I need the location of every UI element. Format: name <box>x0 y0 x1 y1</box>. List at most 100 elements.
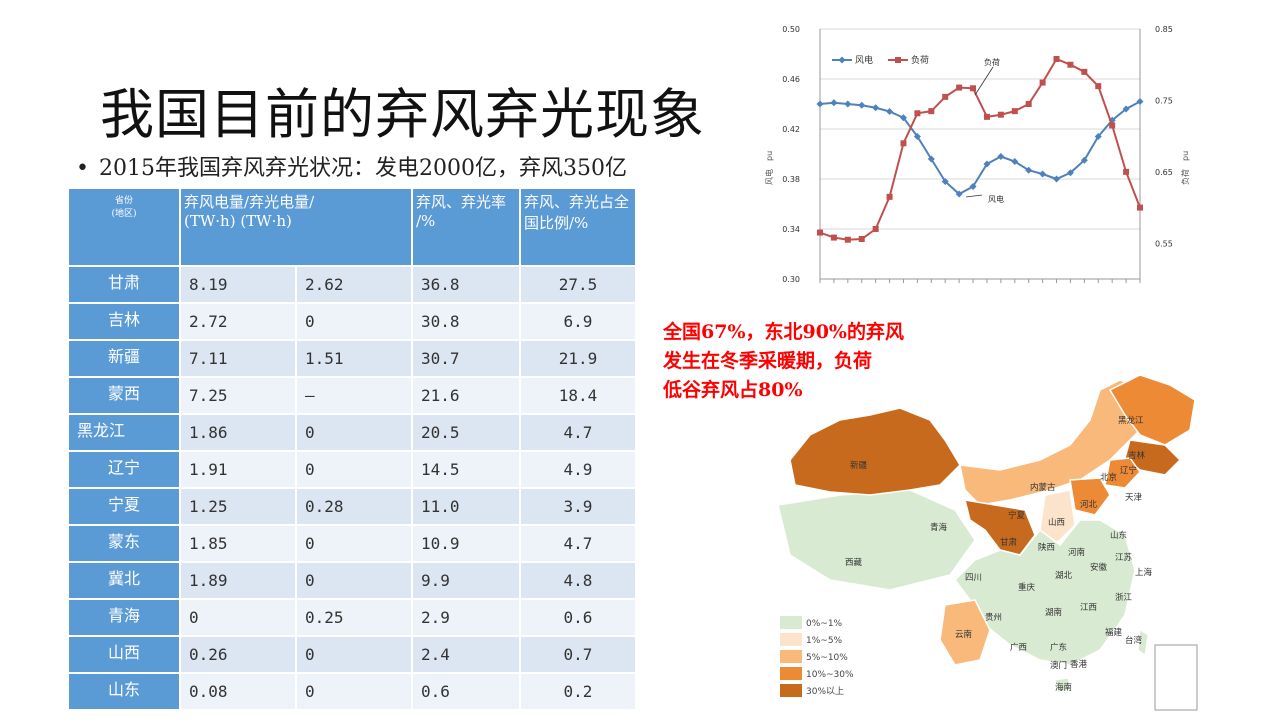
national-share-cell: 4.8 <box>518 561 638 600</box>
curtailment-rate-cell: 10.9 <box>410 524 521 563</box>
note-line: 发生在冬季采暖期，负荷 <box>663 350 873 372</box>
province-label: 云南 <box>955 629 972 640</box>
region-cell: 黑龙江 <box>67 413 181 452</box>
province-label: 内蒙古 <box>1030 482 1056 493</box>
note-line: 全国67%，东北90%的弃风 <box>663 321 904 343</box>
table-row: 甘肃 8.19 2.62 36.8 27.5 <box>67 265 638 304</box>
region-cell: 宁夏 <box>67 487 181 526</box>
province-label: 上海 <box>1135 567 1153 578</box>
header-power-units: (TW·h) (TW·h) <box>184 212 292 230</box>
curtailment-rate-cell: 21.6 <box>410 376 521 415</box>
table-row: 山东 0.08 0 0.6 0.2 <box>67 672 638 711</box>
bullet-dot: • <box>76 156 89 181</box>
national-share-cell: 0.7 <box>518 635 638 674</box>
table-row: 吉林 2.72 0 30.8 6.9 <box>67 302 638 341</box>
map-region-central-east <box>954 519 1136 666</box>
left-tick-label: 0.42 <box>782 125 800 134</box>
left-tick-label: 0.50 <box>782 25 800 34</box>
curtailment-rate-cell: 11.0 <box>410 487 521 526</box>
national-share-cell: 6.9 <box>518 302 638 341</box>
wind-data-point <box>969 183 977 190</box>
legend-swatch <box>780 667 802 680</box>
curtailment-rate-cell: 2.9 <box>410 598 521 637</box>
legend-swatch <box>780 633 802 646</box>
legend-swatch <box>780 650 802 663</box>
wind-data-point <box>927 155 935 163</box>
map-legend: 0%~1% 1%~5% 5%~10% 10%~30% 30%以上 <box>780 616 854 697</box>
wind-data-point <box>997 153 1005 160</box>
province-label: 山东 <box>1110 530 1127 541</box>
map-region-taiwan <box>1137 629 1149 656</box>
map-region-shanxi <box>1039 489 1076 547</box>
right-axis-label: 负荷 pu <box>1180 151 1190 185</box>
table-row: 辽宁 1.91 0 14.5 4.9 <box>67 450 638 489</box>
load-data-point <box>844 236 851 243</box>
solar-curtailment-cell: 0.25 <box>294 598 413 637</box>
map-region-liaoning <box>1104 457 1141 489</box>
curtailment-rate-cell: 20.5 <box>410 413 521 452</box>
province-label: 辽宁 <box>1120 465 1137 476</box>
load-data-point <box>1053 56 1060 62</box>
legend-label: 0%~1% <box>806 619 843 629</box>
province-label: 甘肃 <box>1000 537 1018 548</box>
legend-label-load: 负荷 <box>911 54 929 66</box>
province-label: 江苏 <box>1115 552 1133 563</box>
province-label: 吉林 <box>1128 450 1146 461</box>
left-axis-label: 风电 pu <box>764 151 774 185</box>
map-region-hebei <box>1069 477 1111 516</box>
wind-data-point <box>1066 169 1074 177</box>
wind-data-point <box>1080 156 1088 164</box>
region-cell: 冀北 <box>67 561 181 600</box>
curtailment-rate-cell: 14.5 <box>410 450 521 489</box>
province-label: 澳门 <box>1050 660 1067 671</box>
table-row: 蒙东 1.85 0 10.9 4.7 <box>67 524 638 563</box>
header-rate: 弃风、弃光率/% <box>410 187 521 267</box>
load-data-point <box>983 113 990 120</box>
national-share-cell: 4.7 <box>518 524 638 563</box>
province-label: 天津 <box>1125 492 1143 503</box>
left-tick-label: 0.38 <box>782 175 800 184</box>
note-line: 低谷弃风占80% <box>663 379 803 401</box>
region-cell: 蒙西 <box>67 376 181 415</box>
load-data-point <box>1011 108 1018 115</box>
province-label: 贵州 <box>985 612 1002 623</box>
province-label: 广东 <box>1050 642 1067 653</box>
wind-curtailment-cell: 1.89 <box>179 561 297 600</box>
legend-label: 1%~5% <box>806 636 843 646</box>
wind-data-point <box>983 160 991 168</box>
wind-data-point <box>1122 105 1130 113</box>
header-region: 省份 (地区) <box>67 187 181 267</box>
header-share-line1: 弃风、弃光占全 <box>523 193 629 211</box>
table-header-row: 省份 (地区) 弃风电量/弃光电量/ (TW·h) (TW·h) 弃风、弃光率/%… <box>67 187 638 267</box>
south-china-sea-inset <box>1154 644 1198 711</box>
map-region-yunnan <box>939 599 991 666</box>
province-label: 四川 <box>965 573 982 583</box>
curtailment-rate-cell: 0.6 <box>410 672 521 711</box>
bullet-point: • 2015年我国弃风弃光状况：发电2000亿，弃风350亿 <box>76 150 627 182</box>
table-row: 青海 0 0.25 2.9 0.6 <box>67 598 638 637</box>
curtailment-rate-cell: 36.8 <box>410 265 521 304</box>
province-label: 海南 <box>1055 682 1072 693</box>
wind-data-point <box>1136 98 1144 105</box>
region-cell: 吉林 <box>67 302 181 341</box>
wind-curtailment-cell: 1.25 <box>179 487 297 526</box>
wind-data-point <box>830 99 838 107</box>
header-solar-power: 弃光电量/ <box>249 193 315 211</box>
header-share-line2: 国比例/% <box>523 214 589 232</box>
load-data-point <box>900 140 907 147</box>
wind-data-point <box>1025 166 1033 174</box>
solar-curtailment-cell: 0 <box>294 450 413 489</box>
load-data-point <box>942 93 949 100</box>
region-cell: 山东 <box>67 672 181 711</box>
chart-svg: 0.50 0.46 0.42 0.38 0.34 0.30 0.85 0.75 0.65 0.55… <box>764 25 1190 284</box>
province-label: 香港 <box>1070 659 1088 670</box>
wind-data-point <box>858 101 866 109</box>
wind-data-point <box>941 178 949 185</box>
right-tick-label: 0.85 <box>1155 25 1173 34</box>
load-data-point <box>928 108 935 115</box>
legend-marker-load <box>895 57 901 63</box>
solar-curtailment-cell: 0 <box>294 413 413 452</box>
curtailment-rate-cell: 30.8 <box>410 302 521 341</box>
solar-curtailment-cell: 1.51 <box>294 339 413 378</box>
